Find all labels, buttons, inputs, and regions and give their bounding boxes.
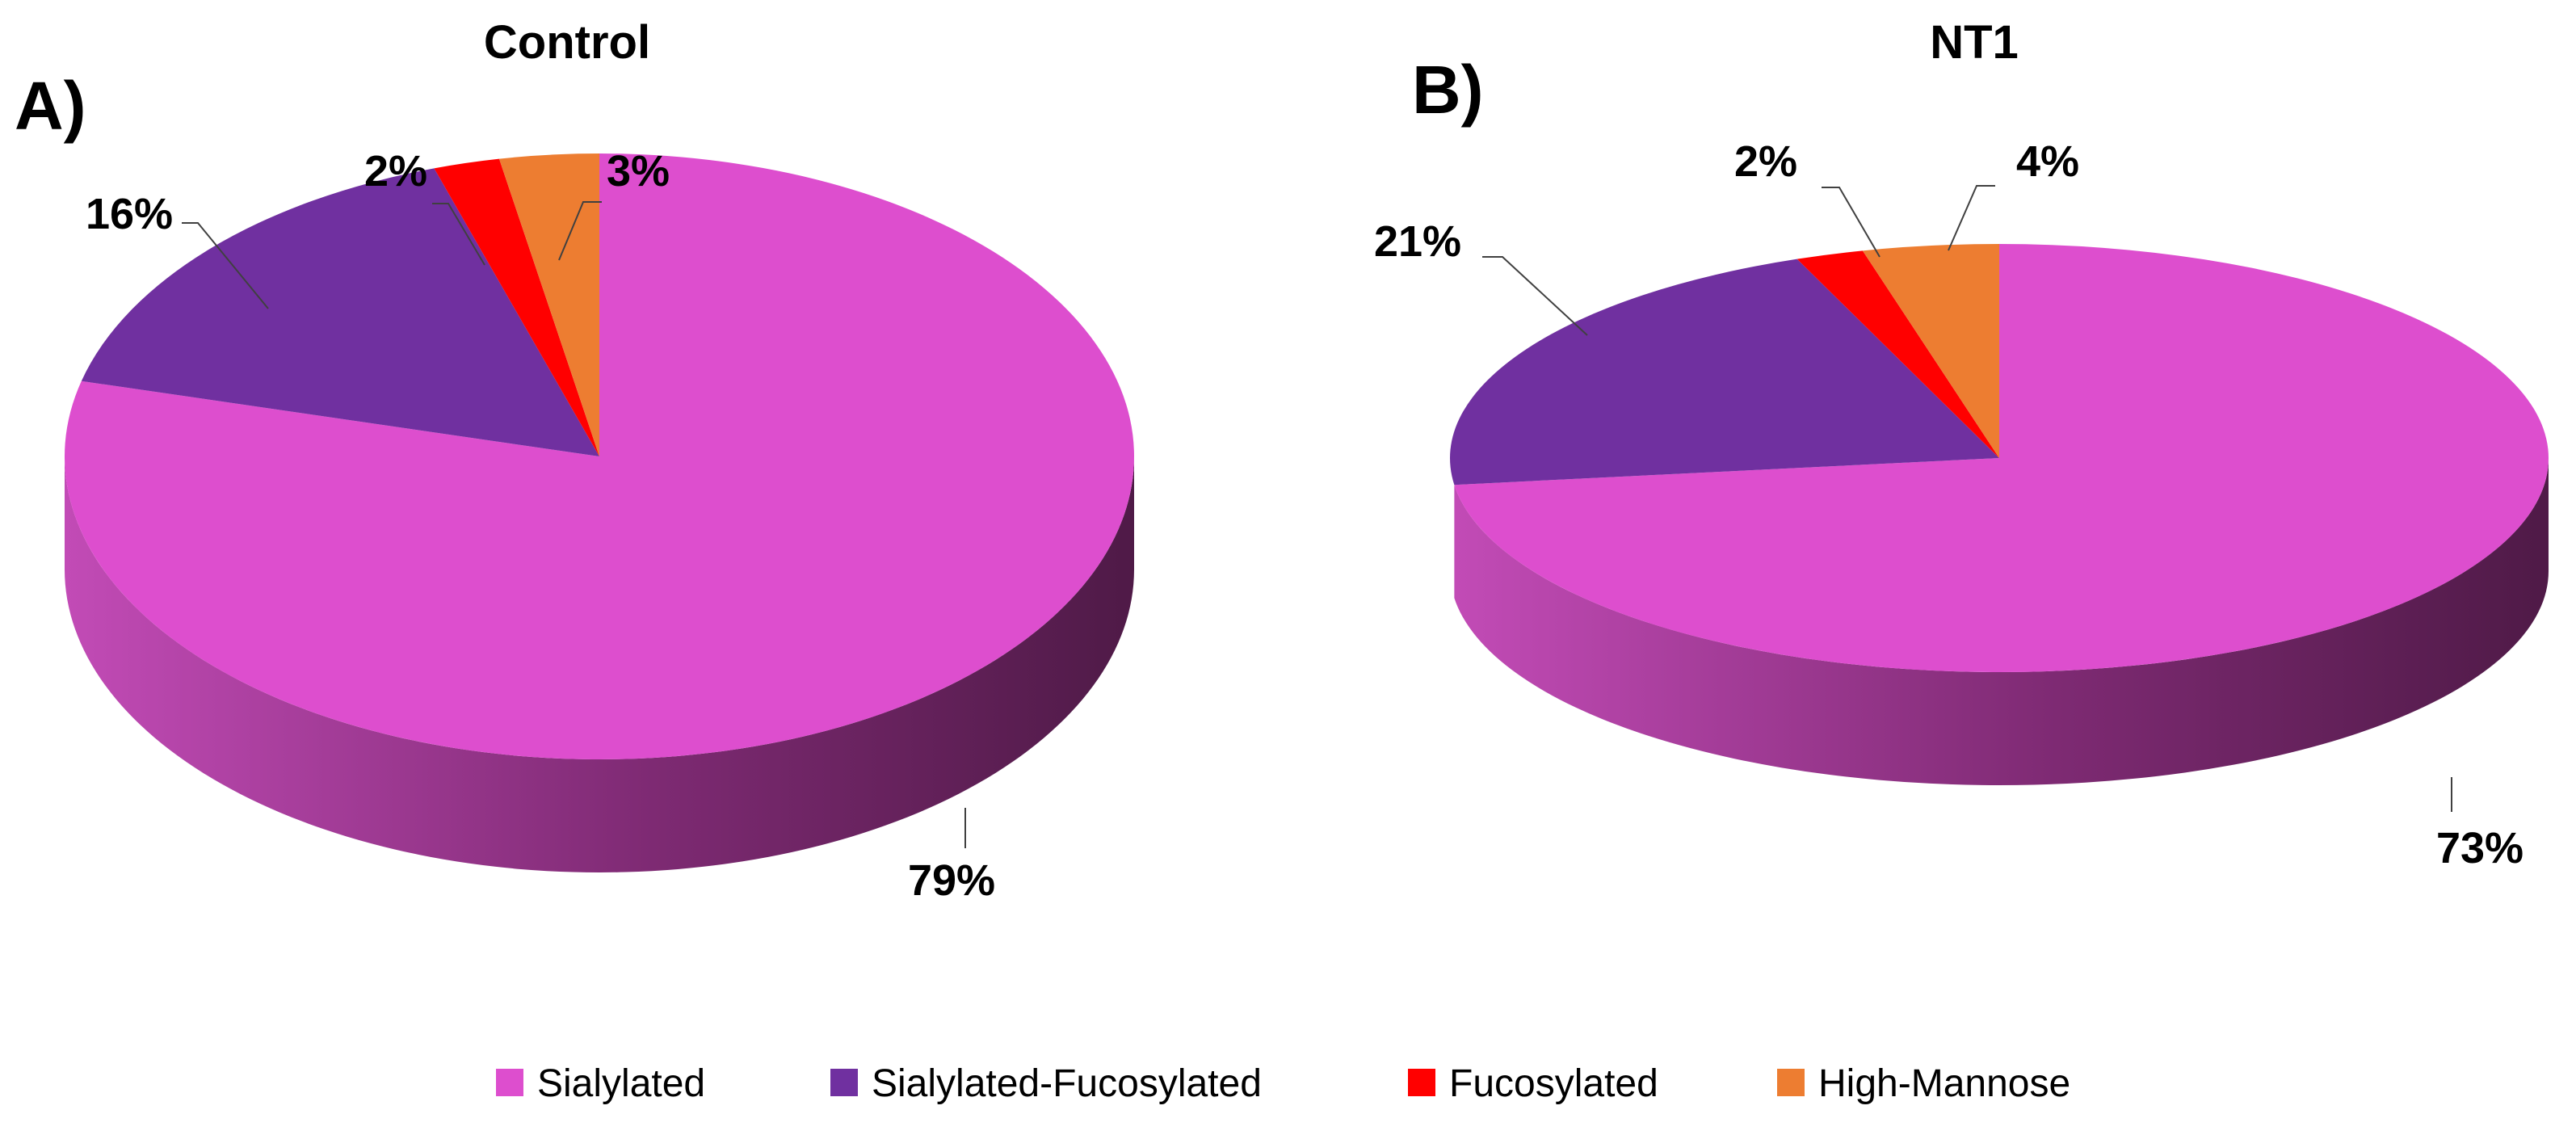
data-label-sialylated-fucosylated: 21%: [1374, 217, 1461, 266]
leader-line-fucosylated: [1822, 187, 1881, 258]
pie-slice-sialylated-fucosylated: [1450, 259, 1999, 486]
leader-line-high-mannose: [558, 201, 602, 261]
pie-slice-fucosylated: [434, 158, 599, 457]
data-label-sialylated-fucosylated: 16%: [86, 190, 173, 238]
data-label-sialylated: 73%: [2436, 824, 2523, 872]
data-label-high-mannose: 3%: [607, 147, 670, 195]
pie-slice-high-mannose: [498, 153, 599, 456]
leader-line-sialylated-fucosylated: [182, 222, 269, 309]
pie-side-sialylated: [1454, 458, 2549, 786]
data-label-fucosylated: 2%: [1734, 137, 1797, 186]
data-label-fucosylated: 2%: [364, 147, 427, 195]
legend: Sialylated Sialylated-Fucosylated Fucosy…: [496, 1062, 2070, 1105]
leader-line-high-mannose: [1948, 185, 1995, 251]
pie-slice-sialylated: [1454, 244, 2549, 672]
pie-slice-high-mannose: [1862, 244, 1999, 458]
legend-label-sialylated-fucosylated: Sialylated-Fucosylated: [872, 1062, 1262, 1105]
pie-slice-fucosylated: [1796, 250, 1999, 458]
chart-title-nt1: NT1: [1930, 16, 2019, 69]
pie-side-sialylated: [65, 456, 1134, 872]
legend-swatch-sialylated-fucosylated: [830, 1069, 858, 1096]
pie-slice-sialylated: [64, 153, 1134, 759]
legend-label-fucosylated: Fucosylated: [1449, 1062, 1658, 1105]
panel-label-b: B): [1412, 52, 1484, 128]
legend-label-high-mannose: High-Mannose: [1818, 1062, 2070, 1105]
data-label-sialylated: 79%: [908, 856, 995, 905]
legend-swatch-sialylated: [496, 1069, 523, 1096]
pie-chart-control: 79% 16% 2% 3%: [64, 147, 1134, 905]
legend-label-sialylated: Sialylated: [537, 1062, 705, 1105]
legend-swatch-fucosylated: [1408, 1069, 1435, 1096]
data-label-high-mannose: 4%: [2016, 137, 2079, 186]
pie-chart-nt1: 73% 21% 2% 4%: [1374, 137, 2549, 872]
leader-line-fucosylated: [432, 203, 485, 266]
chart-title-control: Control: [484, 16, 650, 69]
leader-line-sialylated-fucosylated: [1482, 256, 1588, 336]
legend-swatch-high-mannose: [1777, 1069, 1805, 1096]
panel-label-a: A): [15, 68, 86, 144]
